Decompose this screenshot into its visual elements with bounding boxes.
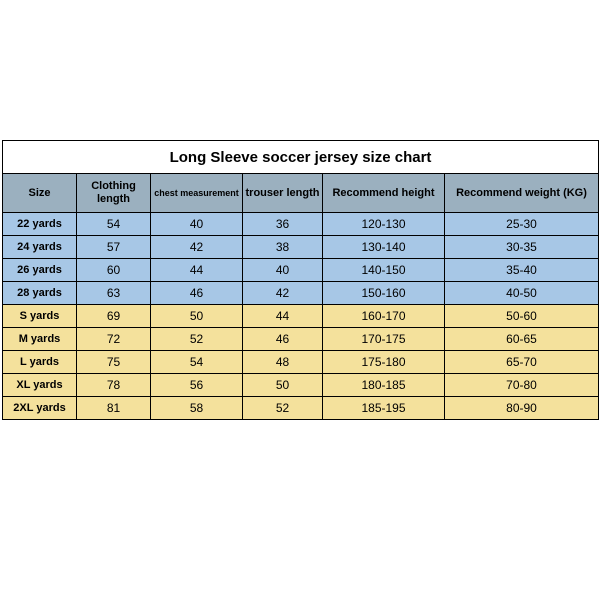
table-row: 24 yards574238130-14030-35 [3,236,599,259]
table-cell: 60-65 [445,328,599,351]
table-cell: 80-90 [445,397,599,420]
table-cell: 46 [151,282,243,305]
table-row: L yards755448175-18065-70 [3,351,599,374]
table-cell: 40-50 [445,282,599,305]
table-cell: 56 [151,374,243,397]
table-cell: 35-40 [445,259,599,282]
table-cell: 42 [243,282,323,305]
table-cell: 42 [151,236,243,259]
header-row: Size Clothing length chest measurement t… [3,174,599,213]
table-row: XL yards785650180-18570-80 [3,374,599,397]
table-cell: 120-130 [323,213,445,236]
col-height: Recommend height [323,174,445,213]
table-cell: 46 [243,328,323,351]
size-chart-table: Long Sleeve soccer jersey size chart Siz… [2,140,599,420]
table-cell: 170-175 [323,328,445,351]
table-cell: 52 [151,328,243,351]
col-chest: chest measurement [151,174,243,213]
table-cell: 52 [243,397,323,420]
table-row: S yards695044160-17050-60 [3,305,599,328]
table-cell: 54 [77,213,151,236]
table-cell: 150-160 [323,282,445,305]
table-cell: 75 [77,351,151,374]
table-cell: 78 [77,374,151,397]
table-cell: XL yards [3,374,77,397]
table-cell: 40 [151,213,243,236]
table-cell: M yards [3,328,77,351]
col-weight: Recommend weight (KG) [445,174,599,213]
table-cell: 36 [243,213,323,236]
table-row: 22 yards544036120-13025-30 [3,213,599,236]
table-cell: 63 [77,282,151,305]
table-cell: 58 [151,397,243,420]
table-row: 2XL yards815852185-19580-90 [3,397,599,420]
table-cell: S yards [3,305,77,328]
table-cell: 130-140 [323,236,445,259]
col-trous: trouser length [243,174,323,213]
table-cell: 54 [151,351,243,374]
table-cell: 26 yards [3,259,77,282]
table-cell: 30-35 [445,236,599,259]
table-cell: 2XL yards [3,397,77,420]
table-cell: 25-30 [445,213,599,236]
table-row: M yards725246170-17560-65 [3,328,599,351]
table-cell: 44 [151,259,243,282]
col-size: Size [3,174,77,213]
chart-title: Long Sleeve soccer jersey size chart [3,141,599,174]
table-cell: 81 [77,397,151,420]
table-cell: 50 [243,374,323,397]
title-row: Long Sleeve soccer jersey size chart [3,141,599,174]
table-cell: 70-80 [445,374,599,397]
table-row: 26 yards604440140-15035-40 [3,259,599,282]
table-body: 22 yards544036120-13025-3024 yards574238… [3,213,599,420]
table-row: 28 yards634642150-16040-50 [3,282,599,305]
table-cell: 57 [77,236,151,259]
table-cell: 24 yards [3,236,77,259]
table-cell: 50 [151,305,243,328]
table-cell: L yards [3,351,77,374]
table-cell: 140-150 [323,259,445,282]
col-cloth: Clothing length [77,174,151,213]
table-cell: 28 yards [3,282,77,305]
table-cell: 40 [243,259,323,282]
table-cell: 65-70 [445,351,599,374]
table-cell: 69 [77,305,151,328]
table-cell: 50-60 [445,305,599,328]
table-cell: 160-170 [323,305,445,328]
table-cell: 72 [77,328,151,351]
table-cell: 44 [243,305,323,328]
table-cell: 60 [77,259,151,282]
table-cell: 22 yards [3,213,77,236]
table-cell: 38 [243,236,323,259]
table-cell: 175-180 [323,351,445,374]
table-cell: 180-185 [323,374,445,397]
table-cell: 185-195 [323,397,445,420]
table-cell: 48 [243,351,323,374]
